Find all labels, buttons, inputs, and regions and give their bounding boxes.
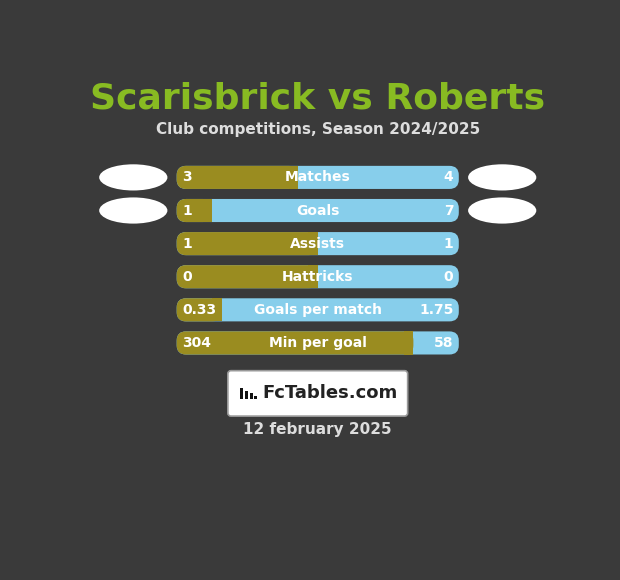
FancyBboxPatch shape bbox=[228, 371, 408, 416]
FancyBboxPatch shape bbox=[177, 265, 459, 288]
Bar bbox=[241, 388, 243, 399]
Text: 1: 1 bbox=[444, 237, 453, 251]
Text: Club competitions, Season 2024/2025: Club competitions, Season 2024/2025 bbox=[156, 122, 480, 137]
FancyBboxPatch shape bbox=[177, 298, 459, 321]
FancyBboxPatch shape bbox=[177, 298, 221, 321]
FancyBboxPatch shape bbox=[177, 199, 212, 222]
Text: 0: 0 bbox=[182, 270, 192, 284]
Bar bbox=[254, 396, 257, 399]
Text: 1: 1 bbox=[182, 237, 192, 251]
FancyBboxPatch shape bbox=[177, 166, 459, 189]
FancyBboxPatch shape bbox=[177, 331, 414, 354]
Text: Scarisbrick vs Roberts: Scarisbrick vs Roberts bbox=[90, 82, 546, 116]
Text: Assists: Assists bbox=[290, 237, 345, 251]
Text: Matches: Matches bbox=[285, 171, 351, 184]
FancyBboxPatch shape bbox=[177, 331, 459, 354]
Text: 4: 4 bbox=[444, 171, 453, 184]
Bar bbox=[404, 331, 414, 354]
FancyBboxPatch shape bbox=[177, 166, 298, 189]
Bar bbox=[309, 265, 318, 288]
Text: 1.75: 1.75 bbox=[419, 303, 453, 317]
Bar bbox=[203, 199, 212, 222]
FancyBboxPatch shape bbox=[177, 232, 317, 255]
Bar bbox=[289, 166, 298, 189]
Text: 12 february 2025: 12 february 2025 bbox=[244, 422, 392, 437]
Text: 1: 1 bbox=[182, 204, 192, 218]
Ellipse shape bbox=[99, 197, 167, 224]
Text: Min per goal: Min per goal bbox=[269, 336, 366, 350]
Text: Goals: Goals bbox=[296, 204, 339, 218]
Bar bbox=[249, 393, 253, 399]
FancyBboxPatch shape bbox=[177, 232, 459, 255]
Text: 58: 58 bbox=[434, 336, 453, 350]
Ellipse shape bbox=[468, 197, 536, 224]
Bar bbox=[245, 391, 248, 399]
Bar bbox=[309, 232, 318, 255]
Text: 304: 304 bbox=[182, 336, 211, 350]
Bar bbox=[212, 298, 221, 321]
Text: 7: 7 bbox=[444, 204, 453, 218]
Text: 0: 0 bbox=[444, 270, 453, 284]
FancyBboxPatch shape bbox=[177, 265, 317, 288]
Ellipse shape bbox=[468, 164, 536, 190]
Text: Goals per match: Goals per match bbox=[254, 303, 382, 317]
FancyBboxPatch shape bbox=[177, 199, 459, 222]
Text: 3: 3 bbox=[182, 171, 192, 184]
Text: FcTables.com: FcTables.com bbox=[262, 385, 397, 403]
Text: 0.33: 0.33 bbox=[182, 303, 216, 317]
Ellipse shape bbox=[99, 164, 167, 190]
Text: Hattricks: Hattricks bbox=[282, 270, 353, 284]
